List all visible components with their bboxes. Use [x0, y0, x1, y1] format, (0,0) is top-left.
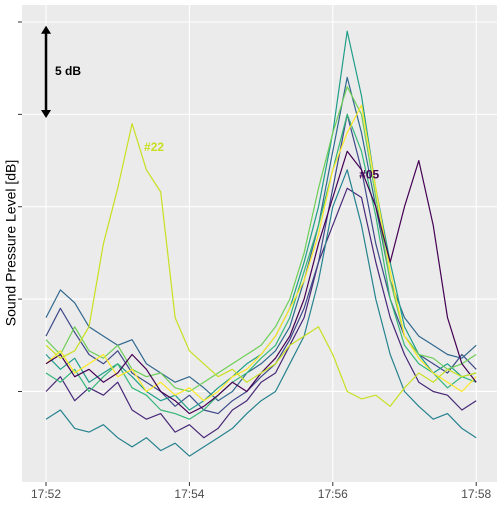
series-line — [45, 169, 477, 457]
scale-label: 5 dB — [55, 64, 81, 78]
series-line — [45, 123, 477, 407]
x-tick-label: 17:54 — [174, 487, 204, 501]
series-line — [45, 113, 477, 420]
series-label: #22 — [144, 140, 164, 154]
x-tick-label: 17:58 — [461, 487, 491, 501]
y-axis-title: Sound Pressure Level [dB] — [3, 160, 19, 327]
arrow-head — [41, 110, 52, 119]
series-line — [45, 187, 477, 439]
x-tick-label: 17:56 — [318, 487, 348, 501]
arrow-head — [41, 25, 52, 34]
x-tick-label: 17:52 — [31, 487, 61, 501]
series-line — [45, 104, 477, 402]
panel — [22, 5, 497, 482]
series-label: #05 — [359, 167, 379, 181]
